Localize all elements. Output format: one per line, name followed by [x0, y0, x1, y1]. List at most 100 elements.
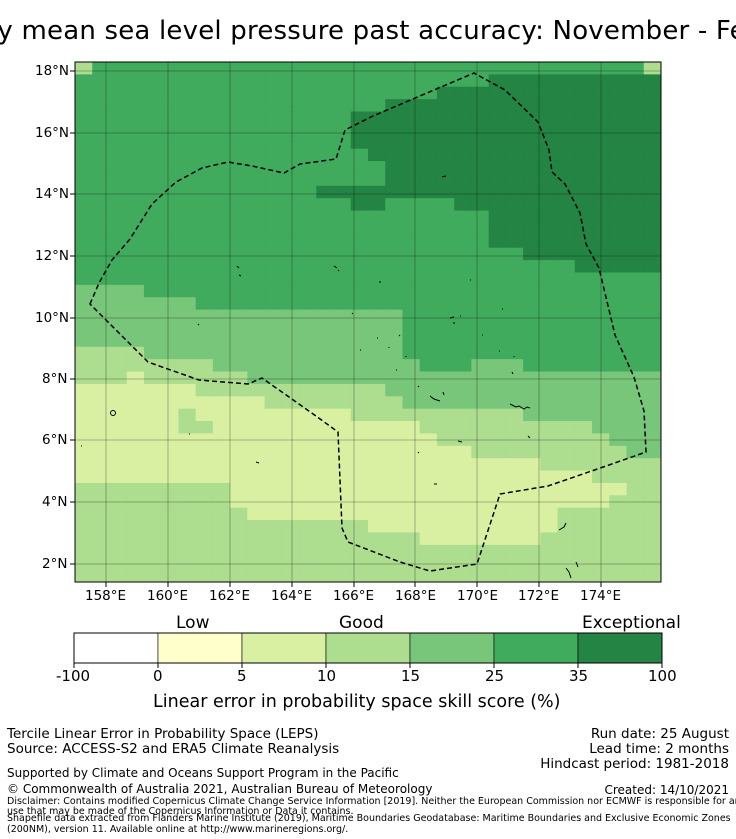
skill-cell [540, 322, 559, 335]
skill-cell [385, 62, 404, 75]
skill-cell [540, 309, 559, 323]
skill-cell [540, 482, 559, 496]
skill-cell [419, 569, 438, 582]
skill-cell [195, 247, 214, 261]
skill-cell [402, 161, 421, 175]
skill-cell [488, 309, 507, 323]
skill-cell [488, 161, 507, 175]
skill-cell [92, 86, 111, 100]
skill-cell [247, 284, 266, 298]
skill-cell [316, 520, 335, 534]
skill-cell [592, 123, 610, 137]
run-date-text: Run date: 25 August [590, 726, 729, 742]
skill-cell [626, 161, 645, 175]
skill-cell [316, 421, 335, 435]
skill-cell [178, 334, 197, 348]
skill-cell [75, 520, 93, 534]
skill-cell [143, 408, 162, 422]
skill-cell [557, 148, 576, 162]
skill-cell [316, 198, 335, 212]
skill-cell [281, 346, 300, 360]
skill-cell [643, 284, 661, 298]
skill-cell [247, 408, 266, 422]
skill-cell [557, 99, 576, 113]
skill-cell [230, 383, 248, 397]
skill-cell [523, 396, 541, 410]
support-text: Supported by Climate and Oceans Support … [7, 766, 399, 780]
skill-cell [92, 482, 111, 496]
skill-cell [161, 247, 180, 261]
skill-cell [643, 260, 661, 274]
skill-cell [178, 495, 197, 509]
skill-cell [540, 210, 559, 224]
skill-cell [126, 433, 145, 447]
skill-cell [92, 111, 111, 125]
skill-cell [436, 322, 455, 335]
skill-cell [92, 458, 111, 472]
skill-cell [540, 247, 559, 261]
skill-cell [264, 371, 283, 385]
shapefile-line-1: Shapefile data extracted from Flanders M… [7, 813, 731, 824]
skill-cell [626, 383, 645, 397]
skill-cell [230, 470, 248, 484]
skill-cell [368, 297, 386, 311]
skill-cell [75, 421, 93, 435]
skill-cell [264, 359, 283, 373]
skill-cell [609, 557, 628, 571]
skill-cell [488, 148, 507, 162]
skill-cell [212, 544, 231, 558]
skill-cell [471, 62, 490, 75]
skill-cell [523, 222, 541, 236]
skill-cell [557, 408, 576, 422]
skill-cell [488, 210, 507, 224]
skill-cell [488, 359, 507, 373]
skill-cell [557, 507, 576, 521]
skill-cell [488, 433, 507, 447]
skill-cell [368, 86, 386, 100]
skill-cell [626, 569, 645, 582]
skill-cell [299, 136, 317, 150]
colorbar-axis-label: Linear error in probability space skill … [153, 692, 561, 712]
skill-cell [316, 334, 335, 348]
skill-cell [212, 62, 231, 75]
skill-cell [92, 520, 111, 534]
skill-cell [350, 520, 369, 534]
skill-cell [350, 309, 369, 323]
skill-cell [488, 445, 507, 459]
skill-cell [523, 62, 541, 75]
skill-cell [454, 495, 473, 509]
skill-cell [454, 445, 473, 459]
skill-cell [126, 557, 145, 571]
skill-cell [195, 445, 214, 459]
skill-cell [247, 86, 266, 100]
skill-cell [126, 86, 145, 100]
skill-cell [109, 520, 128, 534]
skill-cell [643, 421, 661, 435]
skill-cell [626, 433, 645, 447]
skill-cell [574, 74, 593, 88]
skill-cell [195, 544, 214, 558]
skill-cell [436, 185, 455, 199]
skill-cell [505, 198, 524, 212]
skill-cell [212, 136, 231, 150]
skill-cell [92, 136, 111, 150]
skill-cell [436, 297, 455, 311]
skill-cell [161, 334, 180, 348]
skill-cell [92, 569, 111, 582]
skill-cell [626, 222, 645, 236]
skill-cell [299, 569, 317, 582]
skill-cell [609, 371, 628, 385]
skill-cell [505, 161, 524, 175]
skill-cell [436, 309, 455, 323]
skill-cell [626, 260, 645, 274]
skill-cell [212, 383, 231, 397]
skill-cell [557, 495, 576, 509]
skill-cell [419, 247, 438, 261]
skill-cell [471, 445, 490, 459]
skill-cell [178, 74, 197, 88]
skill-cell [247, 458, 266, 472]
skill-cell [230, 433, 248, 447]
skill-cell [161, 235, 180, 249]
skill-cell [316, 371, 335, 385]
